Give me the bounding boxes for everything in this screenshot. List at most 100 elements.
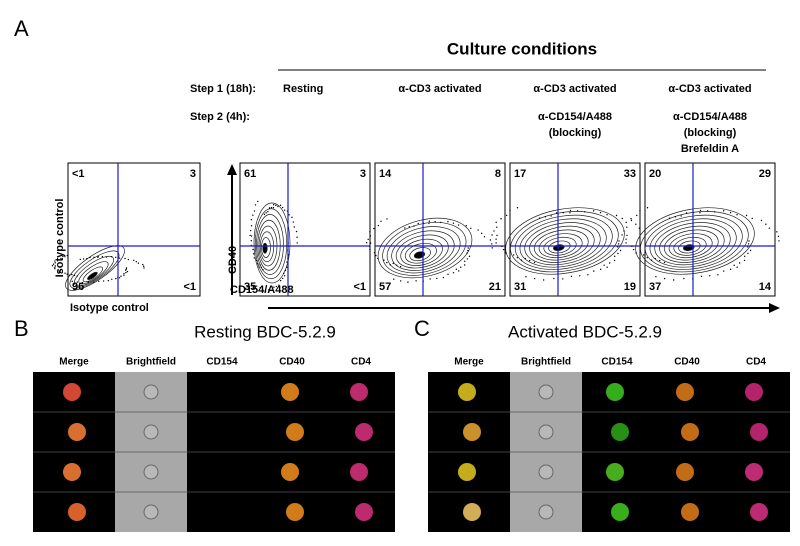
event-dot <box>738 262 741 264</box>
contour <box>256 214 284 275</box>
event-dot <box>258 266 260 268</box>
contour <box>659 225 725 263</box>
event-dot <box>663 261 666 264</box>
event-dot <box>458 270 460 272</box>
cell-image <box>355 503 373 521</box>
quadrant-value: 8 <box>495 168 501 180</box>
quadrant-value: 31 <box>514 281 526 293</box>
event-dot <box>270 289 273 292</box>
cell-image <box>681 423 699 441</box>
event-dot <box>404 227 406 229</box>
event-dot <box>528 259 531 262</box>
section-title: Culture conditions <box>447 39 597 58</box>
event-dot <box>375 254 377 257</box>
contour <box>377 217 473 279</box>
event-dot <box>286 266 288 268</box>
event-dot <box>496 226 498 228</box>
event-dot <box>51 265 54 267</box>
contour <box>261 237 271 258</box>
quadrant-value: 37 <box>649 281 661 293</box>
event-dot <box>672 279 675 281</box>
contours <box>51 245 145 291</box>
event-dot <box>700 275 703 278</box>
event-dot <box>264 291 267 293</box>
column-header: CD40 <box>674 357 700 368</box>
event-dot <box>562 211 564 214</box>
event-dot <box>638 227 641 229</box>
event-dot <box>632 248 635 251</box>
event-dot <box>267 289 270 291</box>
event-dot <box>500 218 502 220</box>
event-dot <box>386 261 388 264</box>
event-dot <box>550 215 552 217</box>
event-dot <box>491 247 493 249</box>
contour <box>87 271 98 280</box>
event-dot <box>293 226 296 228</box>
event-dot <box>533 277 536 280</box>
cell-image <box>286 503 304 521</box>
event-dot <box>124 257 126 260</box>
event-dot <box>142 263 144 266</box>
event-dot <box>135 261 138 263</box>
event-dot <box>58 270 60 272</box>
event-dot <box>57 269 59 271</box>
event-dot <box>68 274 71 276</box>
contour <box>635 207 755 275</box>
quadrant-value: <1 <box>353 281 366 293</box>
condition-step2: α-CD154/A488 <box>673 111 747 123</box>
event-dot <box>87 281 90 283</box>
cell-image <box>463 503 481 521</box>
event-dot <box>399 280 402 282</box>
event-dot <box>658 259 661 262</box>
event-dot <box>127 258 130 261</box>
event-dot <box>747 243 750 245</box>
event-dot <box>674 216 677 218</box>
event-dot <box>281 206 284 209</box>
quadrant-value: 3 <box>360 168 366 180</box>
contour <box>254 208 288 280</box>
event-dot <box>505 214 508 217</box>
event-dot <box>259 286 261 289</box>
event-dot <box>126 270 129 273</box>
event-dot <box>576 210 579 212</box>
event-dot <box>631 245 633 247</box>
event-dot <box>125 271 127 274</box>
event-dot <box>284 269 287 272</box>
cell-image <box>63 463 81 481</box>
event-dot <box>286 261 288 263</box>
flow-plot <box>239 162 371 297</box>
event-dot <box>377 257 379 260</box>
contours <box>365 217 493 283</box>
quadrant-value: <1 <box>183 281 196 293</box>
event-dot <box>669 217 671 219</box>
flow-plot <box>374 162 506 297</box>
event-dot <box>599 268 602 271</box>
event-dot <box>282 277 284 280</box>
event-dot <box>496 234 498 237</box>
flow-plot <box>509 162 641 297</box>
event-dot <box>369 248 371 251</box>
event-dot <box>463 264 466 266</box>
cell-image <box>63 383 81 401</box>
event-dot <box>277 205 279 208</box>
condition-step2: Brefeldin A <box>681 143 739 155</box>
event-dot <box>680 215 682 217</box>
event-dot <box>685 212 688 214</box>
column-header: CD154 <box>206 357 238 368</box>
event-dot <box>748 240 750 242</box>
event-dot <box>495 238 497 240</box>
event-dot <box>743 255 746 257</box>
event-dot <box>66 273 68 275</box>
event-dot <box>468 255 471 258</box>
event-dot <box>470 227 472 229</box>
panel-title: Resting BDC-5.2.9 <box>194 322 336 341</box>
event-dot <box>626 234 628 237</box>
event-dot <box>655 275 657 278</box>
cell-image <box>463 423 481 441</box>
event-dot <box>733 264 735 266</box>
event-dot <box>699 209 702 212</box>
cell-image <box>681 503 699 521</box>
contour <box>409 247 431 262</box>
event-dot <box>464 260 466 263</box>
